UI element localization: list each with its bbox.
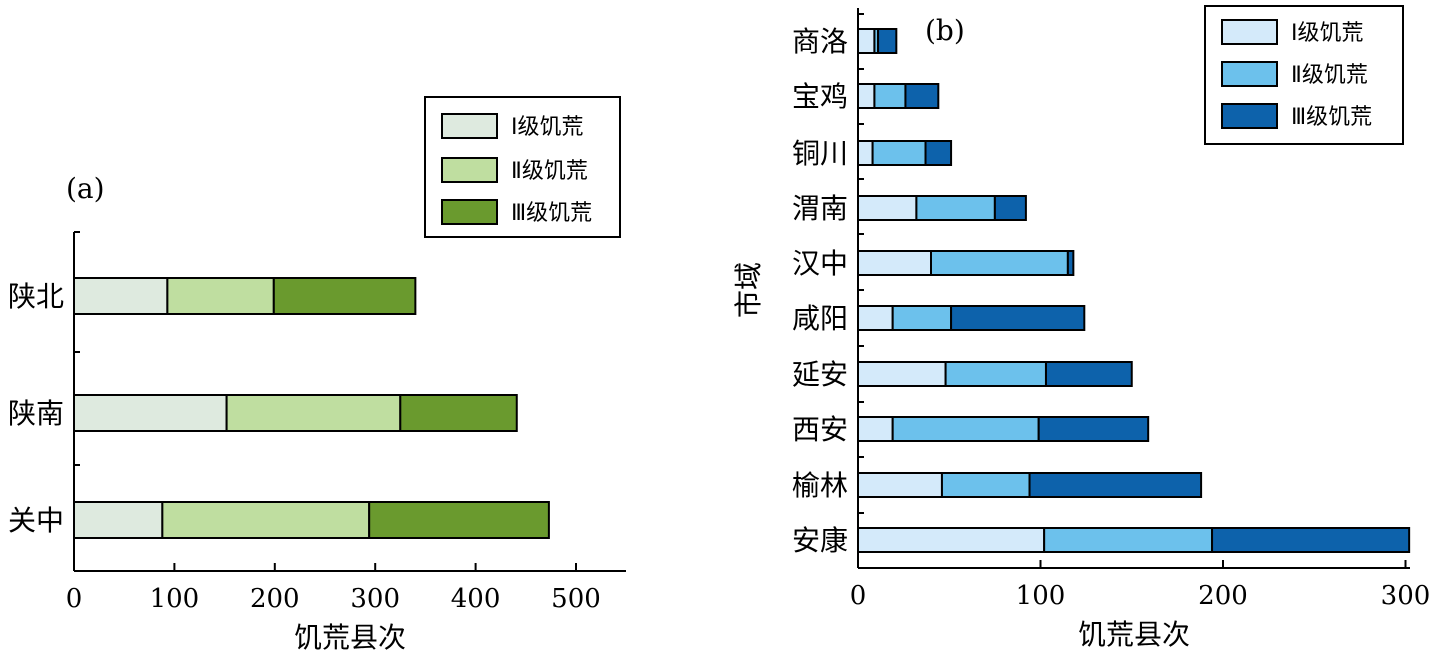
legend-label-3: Ⅲ级饥荒 xyxy=(511,201,592,226)
legend-label-2: Ⅱ级饥荒 xyxy=(1291,63,1368,88)
bar-延安-series-1 xyxy=(857,361,947,387)
bar-榆林-series-3 xyxy=(1028,472,1203,498)
bar-关中-series-2 xyxy=(161,501,371,539)
x-tick-label: 100 xyxy=(1016,581,1066,611)
legend-swatch-1 xyxy=(1221,19,1278,45)
bar-宝鸡-series-3 xyxy=(904,83,940,109)
category-label: 铜川 xyxy=(792,137,848,170)
bar-陕北-series-3 xyxy=(272,277,417,315)
bar-陕南-series-1 xyxy=(73,394,228,432)
category-label: 商洛 xyxy=(792,25,848,58)
bar-咸阳-series-2 xyxy=(891,305,953,331)
bar-西安-series-1 xyxy=(857,416,894,442)
legend-swatch-2 xyxy=(441,157,498,183)
legend-swatch-3 xyxy=(441,199,498,225)
bar-商洛-series-1 xyxy=(857,28,876,54)
bar-关中-series-1 xyxy=(73,501,164,539)
x-tick-label: 200 xyxy=(1198,581,1248,611)
legend-swatch-1 xyxy=(441,113,498,139)
bar-陕北-series-2 xyxy=(166,277,275,315)
x-tick-label: 0 xyxy=(66,584,83,614)
category-label: 榆林 xyxy=(792,469,848,502)
panel-label: (a) xyxy=(66,172,105,205)
category-label: 安康 xyxy=(792,524,848,557)
legend-label-2: Ⅱ级饥荒 xyxy=(511,159,588,184)
bar-榆林-series-1 xyxy=(857,472,943,498)
bar-商洛-series-3 xyxy=(877,28,898,54)
bar-延安-series-3 xyxy=(1044,361,1133,387)
category-label: 陕北 xyxy=(8,280,64,313)
category-label: 关中 xyxy=(8,504,64,537)
legend-swatch-3 xyxy=(1221,103,1278,129)
bar-宝鸡-series-2 xyxy=(873,83,907,109)
bar-咸阳-series-3 xyxy=(950,305,1086,331)
bar-渭南-series-3 xyxy=(993,195,1027,221)
bar-榆林-series-2 xyxy=(940,472,1031,498)
x-tick-label: 100 xyxy=(150,584,200,614)
legend-swatch-2 xyxy=(1221,61,1278,87)
category-label: 陕南 xyxy=(8,397,64,430)
bar-安康-series-3 xyxy=(1211,527,1411,553)
bar-陕南-series-3 xyxy=(399,394,518,432)
x-axis-title: 饥荒县次 xyxy=(294,621,406,654)
bar-陕北-series-1 xyxy=(73,277,169,315)
category-label: 宝鸡 xyxy=(792,80,848,113)
category-label: 延安 xyxy=(792,358,848,391)
bar-汉中-series-2 xyxy=(930,250,1069,276)
category-label: 西安 xyxy=(792,413,848,446)
x-tick-label: 500 xyxy=(551,584,601,614)
bar-西安-series-2 xyxy=(891,416,1040,442)
y-axis-title: 市域 xyxy=(732,262,765,318)
bar-咸阳-series-1 xyxy=(857,305,894,331)
bar-陕南-series-2 xyxy=(225,394,402,432)
category-label: 汉中 xyxy=(792,247,848,280)
category-label: 咸阳 xyxy=(792,302,848,335)
legend-label-1: Ⅰ级饥荒 xyxy=(511,115,584,140)
bar-铜川-series-2 xyxy=(871,140,927,166)
bar-渭南-series-2 xyxy=(915,195,996,221)
bar-安康-series-2 xyxy=(1043,527,1214,553)
bar-渭南-series-1 xyxy=(857,195,918,221)
category-label: 渭南 xyxy=(792,192,848,225)
bar-铜川-series-3 xyxy=(924,140,953,166)
bar-关中-series-3 xyxy=(368,501,550,539)
bar-铜川-series-1 xyxy=(857,140,874,166)
x-axis-title: 饥荒县次 xyxy=(1078,618,1190,651)
legend-label-1: Ⅰ级饥荒 xyxy=(1291,21,1364,46)
x-tick-label: 300 xyxy=(350,584,400,614)
bar-西安-series-3 xyxy=(1037,416,1150,442)
bar-宝鸡-series-1 xyxy=(857,83,876,109)
x-tick-label: 0 xyxy=(850,581,867,611)
bar-汉中-series-3 xyxy=(1066,250,1075,276)
x-tick-label: 300 xyxy=(1381,581,1430,611)
legend-label-3: Ⅲ级饥荒 xyxy=(1291,105,1372,130)
bar-汉中-series-1 xyxy=(857,250,932,276)
bar-延安-series-2 xyxy=(944,361,1047,387)
bar-安康-series-1 xyxy=(857,527,1046,553)
x-tick-label: 400 xyxy=(451,584,501,614)
panel-label: (b) xyxy=(925,14,965,47)
x-tick-label: 200 xyxy=(250,584,300,614)
